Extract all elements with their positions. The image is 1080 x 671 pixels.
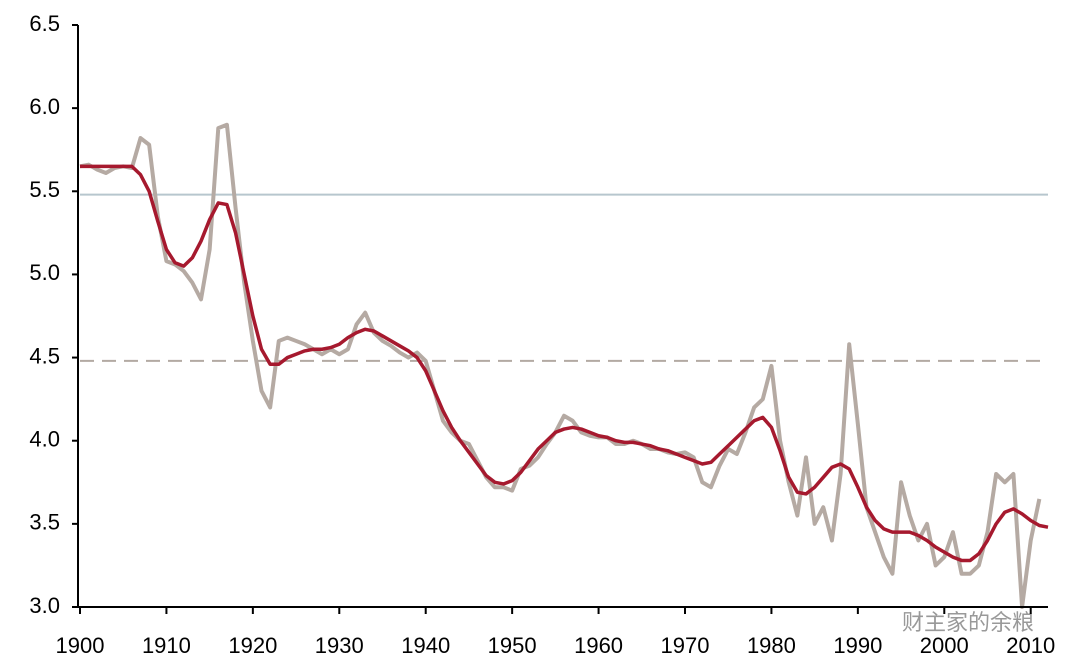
data-line	[79, 122, 1042, 609]
x-tick-label: 2000	[920, 633, 969, 658]
x-tick-label: 1960	[574, 633, 623, 658]
x-tick-label: 1990	[833, 633, 882, 658]
x-tick-label: 1900	[56, 633, 105, 658]
y-tick-label: 5.0	[29, 260, 60, 285]
y-tick-label: 4.5	[29, 343, 60, 368]
y-tick-label: 6.5	[29, 11, 60, 36]
x-tick-label: 1940	[401, 633, 450, 658]
y-tick-label: 3.0	[29, 593, 60, 618]
x-tick-label: 2010	[1006, 633, 1055, 658]
x-tick-label: 1930	[315, 633, 364, 658]
x-tick-label: 1950	[488, 633, 537, 658]
x-tick-label: 1920	[228, 633, 277, 658]
x-tick-label: 1910	[142, 633, 191, 658]
y-tick-label: 3.5	[29, 510, 60, 535]
y-tick-label: 6.0	[29, 94, 60, 119]
watermark: 财主家的余粮	[902, 611, 1034, 636]
data-line	[80, 164, 1049, 563]
x-tick-label: 1980	[747, 633, 796, 658]
x-tick-label: 1970	[661, 633, 710, 658]
y-tick-label: 5.5	[29, 177, 60, 202]
y-tick-label: 4.0	[29, 427, 60, 452]
